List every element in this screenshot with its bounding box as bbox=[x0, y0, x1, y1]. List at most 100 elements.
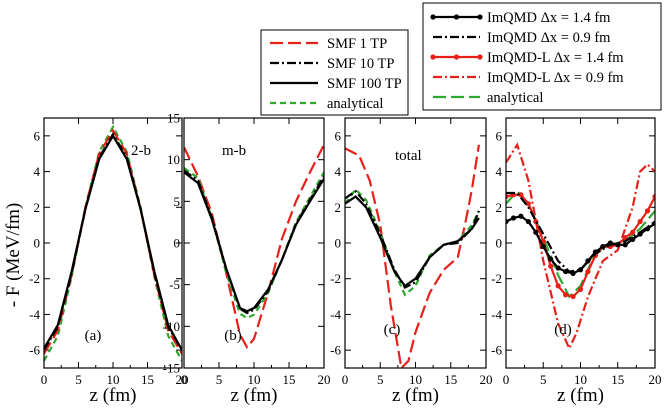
y-tick-label: -5 bbox=[169, 277, 180, 292]
panel-letter-label: (d) bbox=[554, 322, 572, 338]
series-line-smf-10-tp bbox=[44, 131, 182, 351]
y-tick-label: 4 bbox=[496, 164, 503, 179]
x-tick-label: 0 bbox=[181, 372, 188, 387]
legend-label: ImQMD-L Δx = 0.9 fm bbox=[487, 70, 624, 86]
data-point bbox=[630, 229, 636, 235]
legend-smf: SMF 1 TP SMF 10 TP SMF 100 TP analytical bbox=[260, 29, 409, 116]
x-axis-label: z (fm) bbox=[392, 385, 439, 406]
series-line-smf-100-tp bbox=[345, 195, 480, 288]
series-line-smf-100-tp bbox=[184, 171, 324, 313]
y-tick-label: 2 bbox=[335, 200, 342, 215]
y-tick-label: 4 bbox=[34, 164, 41, 179]
y-tick-label: 2 bbox=[34, 200, 41, 215]
panel-d: 0 5 10 15 20 -6 -4 -2 0 2 4 6 (d) z (fm) bbox=[491, 117, 662, 406]
data-point bbox=[622, 235, 628, 241]
y-tick-label: -4 bbox=[491, 307, 502, 322]
legend-marker bbox=[453, 14, 460, 20]
series-line-imqmd-x-0-9-fm bbox=[506, 191, 655, 273]
y-tick-label: -6 bbox=[330, 343, 341, 358]
legend-marker bbox=[430, 54, 436, 60]
series-line-smf-1-tp bbox=[184, 144, 324, 350]
x-tick-label: 10 bbox=[574, 372, 587, 387]
data-point bbox=[577, 267, 584, 273]
data-point bbox=[600, 243, 606, 250]
series-line-smf-10-tp bbox=[345, 189, 480, 290]
x-tick-label: 0 bbox=[41, 372, 48, 387]
series-line-analytical bbox=[184, 167, 324, 320]
y-tick-label: -4 bbox=[29, 307, 40, 322]
data-point bbox=[630, 236, 636, 243]
y-tick-label: 0 bbox=[174, 236, 181, 251]
series-group bbox=[345, 144, 480, 368]
legend-marker bbox=[477, 14, 483, 20]
legend-label: ImQMD-L Δx = 1.4 fm bbox=[487, 50, 624, 66]
legend-label: analytical bbox=[327, 96, 383, 112]
data-point bbox=[506, 218, 509, 225]
data-point bbox=[652, 193, 655, 200]
plot-frame bbox=[183, 117, 325, 369]
data-point bbox=[615, 242, 621, 248]
x-tick-label: 10 bbox=[107, 372, 120, 387]
x-tick-label: 15 bbox=[444, 372, 457, 387]
series-group bbox=[44, 124, 182, 362]
x-tick-label: 20 bbox=[318, 372, 331, 387]
y-tick-label: 0 bbox=[496, 236, 503, 251]
x-tick-label: 20 bbox=[480, 372, 493, 387]
y-axis-label: - F (MeV/fm) bbox=[3, 203, 24, 307]
x-tick-label: 15 bbox=[141, 372, 154, 387]
series-line-imqmd-l-x-0-9-fm bbox=[506, 142, 655, 352]
panel-c: 0 5 10 15 20 -6 -4 -2 0 2 4 6 total (c) z (fm) bbox=[330, 117, 493, 406]
series-line-smf-1-tp bbox=[44, 128, 182, 355]
x-tick-label: 5 bbox=[540, 372, 547, 387]
data-point bbox=[518, 213, 524, 219]
y-tick-label: -4 bbox=[330, 307, 341, 322]
y-tick-label: 10 bbox=[167, 152, 180, 167]
x-tick-label: 5 bbox=[75, 372, 82, 387]
data-point bbox=[506, 193, 509, 200]
x-tick-label: 5 bbox=[377, 372, 384, 387]
data-point bbox=[577, 286, 584, 293]
panel-a: 0 5 10 15 20 -6 -4 -2 0 2 4 6 2-b (a) z (fm) bbox=[29, 117, 189, 406]
series-line-imqmd-x-1-4-fm bbox=[506, 215, 655, 275]
series-group bbox=[184, 144, 324, 350]
data-point bbox=[607, 240, 613, 246]
data-point bbox=[622, 242, 628, 248]
y-tick-label: -10 bbox=[163, 319, 180, 334]
panel-letter-label: (c) bbox=[384, 322, 401, 338]
panel-inside-label: m-b bbox=[222, 143, 246, 159]
series-line-smf-10-tp bbox=[184, 169, 324, 315]
data-point bbox=[525, 218, 531, 225]
x-axis-label: z (fm) bbox=[231, 385, 278, 406]
y-tick-label: 2 bbox=[496, 200, 503, 215]
x-tick-label: 10 bbox=[409, 372, 422, 387]
x-tick-label: 10 bbox=[248, 372, 261, 387]
y-tick-label: -6 bbox=[29, 343, 40, 358]
plot-frame bbox=[505, 117, 656, 369]
y-tick-label: 5 bbox=[174, 194, 181, 209]
data-point bbox=[548, 256, 554, 262]
series-line-analytical bbox=[44, 124, 182, 362]
data-point bbox=[585, 258, 591, 264]
series-group bbox=[506, 142, 655, 352]
series-line-smf-100-tp bbox=[44, 133, 182, 351]
data-point bbox=[555, 265, 561, 271]
data-point bbox=[555, 283, 561, 289]
y-tick-label: 6 bbox=[496, 128, 503, 143]
panel-letter-label: (b) bbox=[224, 328, 242, 344]
y-tick-label: 0 bbox=[335, 236, 342, 251]
plot-frame bbox=[344, 117, 487, 369]
data-point bbox=[637, 218, 643, 225]
legend-box bbox=[260, 29, 409, 116]
legend-label: SMF 1 TP bbox=[327, 36, 387, 52]
legend-label: analytical bbox=[487, 90, 543, 106]
legend-marker bbox=[453, 54, 460, 60]
data-point bbox=[644, 208, 651, 214]
panel-inside-label: total bbox=[395, 148, 422, 164]
series-line-analytical bbox=[345, 187, 480, 297]
y-tick-label: -2 bbox=[29, 271, 40, 286]
x-tick-label: 20 bbox=[176, 372, 189, 387]
data-point bbox=[518, 192, 524, 198]
